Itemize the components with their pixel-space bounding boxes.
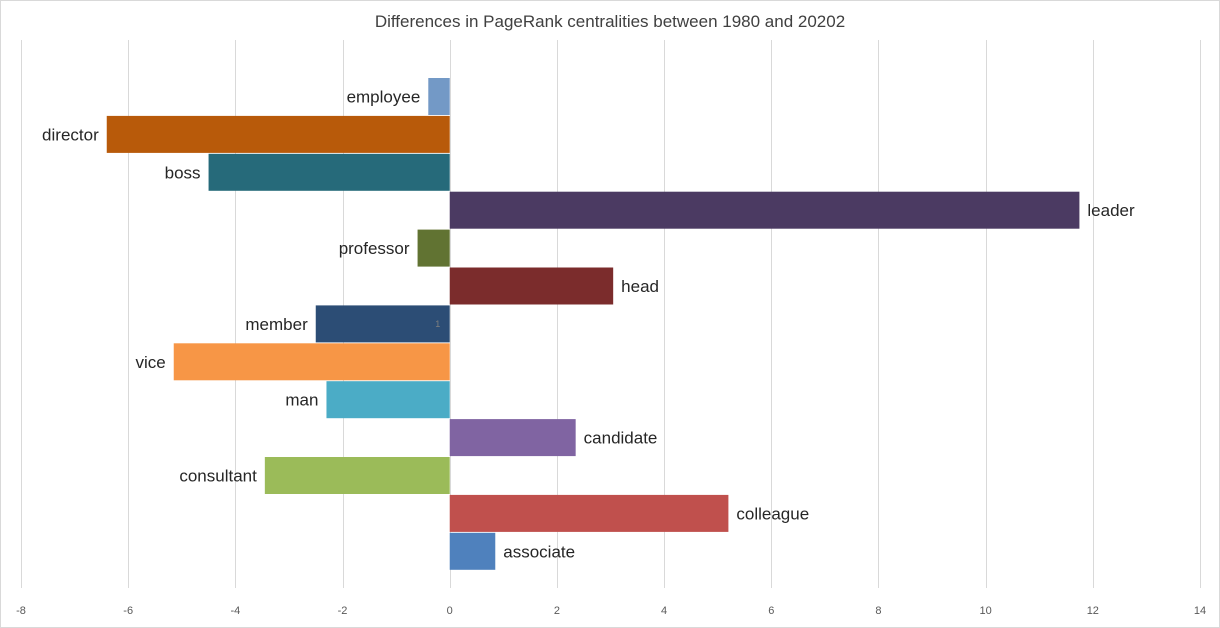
x-tick-label: -4 [230, 605, 240, 617]
x-tick-label: -6 [123, 605, 133, 617]
bar-head [449, 267, 614, 305]
x-tick-label: 2 [554, 605, 560, 617]
bar-label-vice: vice [135, 353, 165, 372]
bar-label-employee: employee [347, 88, 421, 107]
bar-label-candidate: candidate [584, 429, 658, 448]
bar-label-leader: leader [1087, 201, 1135, 220]
bar-professor [417, 229, 450, 267]
x-tick-label: -8 [16, 605, 26, 617]
bar-label-boss: boss [165, 163, 201, 182]
bar-label-colleague: colleague [736, 504, 809, 523]
bar-label-consultant: consultant [179, 467, 257, 486]
bar-colleague [449, 494, 729, 532]
bar-leader [449, 191, 1080, 229]
x-tick-label: 4 [661, 605, 667, 617]
bar-member [315, 305, 450, 343]
x-tick-label: 8 [875, 605, 881, 617]
bar-vice [173, 343, 450, 381]
bar-candidate [449, 419, 576, 457]
bar-employee [428, 78, 450, 115]
bars [106, 78, 1080, 570]
x-tick-label: -2 [338, 605, 348, 617]
x-tick-label: 0 [447, 605, 453, 617]
annotation-label: 1 [435, 319, 440, 329]
x-tick-label: 14 [1194, 605, 1206, 617]
bar-associate [449, 532, 496, 570]
x-tick-label: 10 [980, 605, 992, 617]
x-tick-label: 6 [768, 605, 774, 617]
x-tick-label: 12 [1087, 605, 1099, 617]
bar-label-professor: professor [339, 239, 410, 258]
bar-director [106, 115, 450, 153]
bar-label-director: director [42, 125, 99, 144]
x-axis-ticks: -8 -6 -4 -2 0 2 4 6 8 10 12 14 [16, 605, 1206, 617]
chart-title: Differences in PageRank centralities bet… [374, 12, 846, 31]
bar-label-man: man [285, 391, 318, 410]
bar-man [326, 381, 450, 419]
bar-label-associate: associate [503, 542, 575, 561]
bar-label-head: head [621, 277, 659, 296]
category-labels: employee director boss leader professor head m… [42, 88, 1135, 562]
bar-label-member: member [245, 315, 308, 334]
bar-boss [208, 153, 450, 191]
bar-consultant [264, 457, 450, 494]
